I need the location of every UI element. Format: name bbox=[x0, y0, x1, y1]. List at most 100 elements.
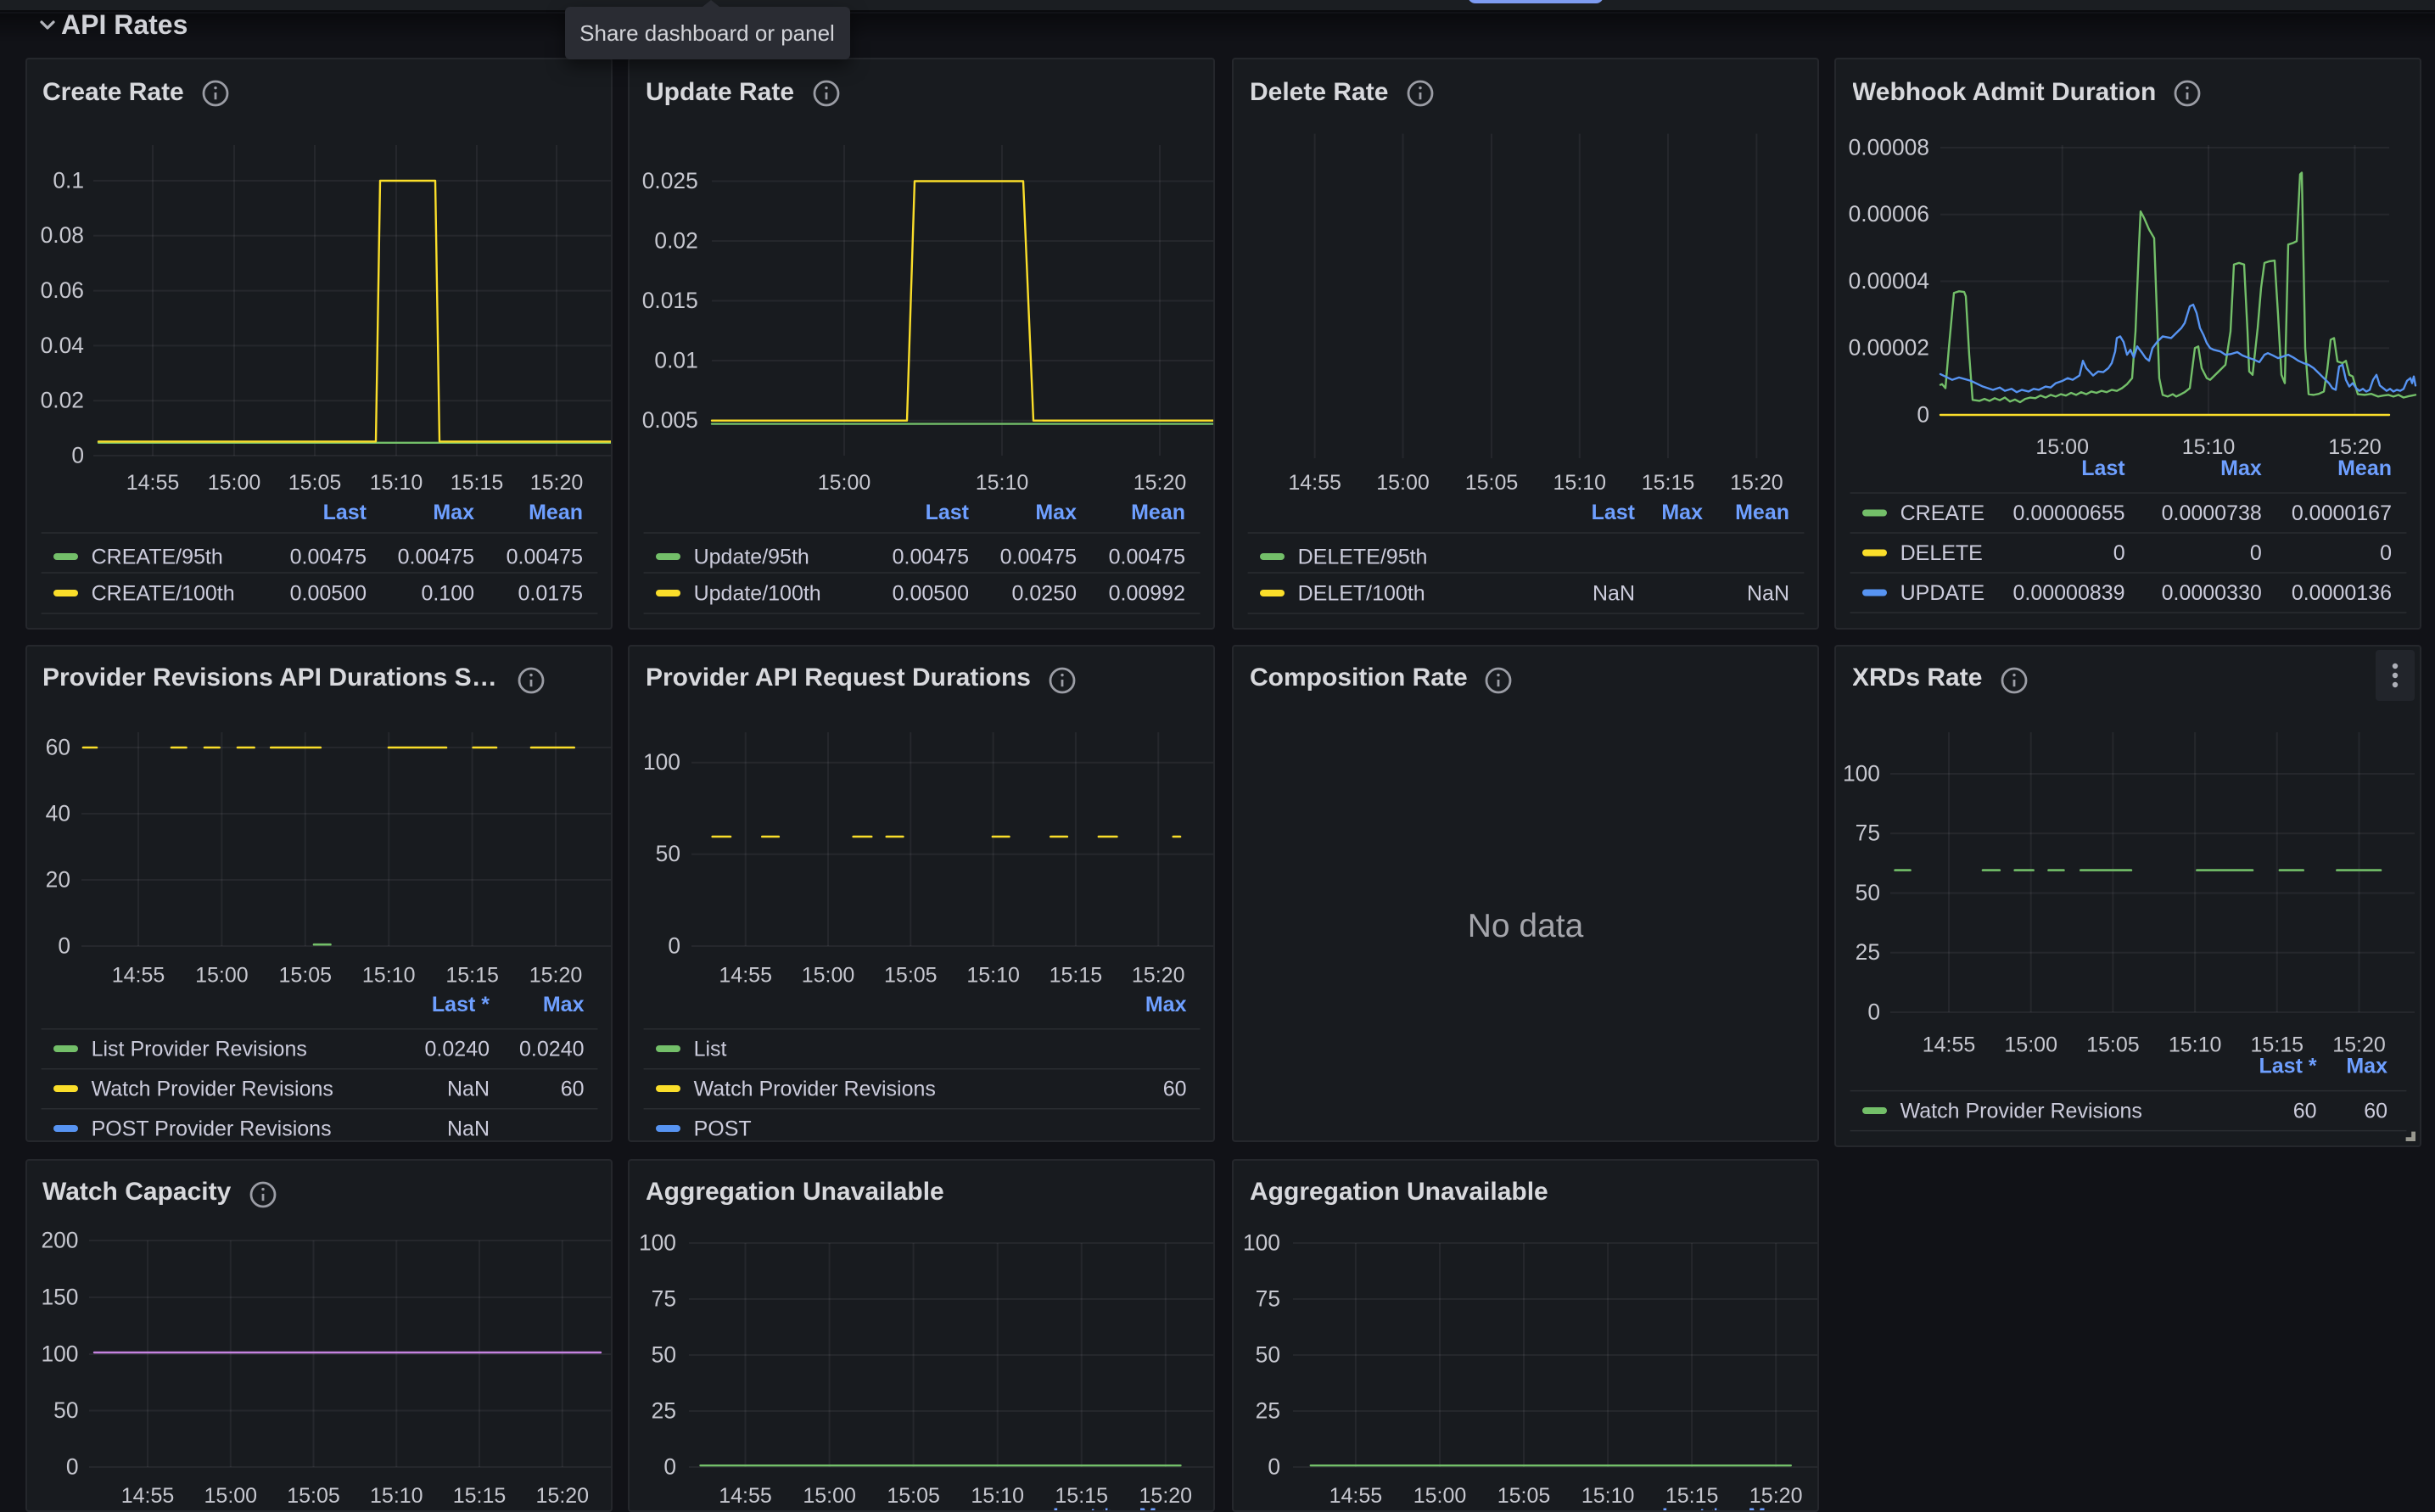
svg-text:0.0250: 0.0250 bbox=[1012, 581, 1077, 605]
svg-text:NaN: NaN bbox=[1747, 581, 1789, 605]
svg-text:List Provider Revisions: List Provider Revisions bbox=[91, 1036, 306, 1060]
svg-text:0: 0 bbox=[1917, 401, 1929, 427]
svg-text:50: 50 bbox=[1256, 1341, 1280, 1366]
svg-text:0.0000167: 0.0000167 bbox=[2292, 501, 2392, 525]
svg-text:15:00: 15:00 bbox=[204, 1483, 257, 1507]
svg-text:0.0000738: 0.0000738 bbox=[2162, 501, 2262, 525]
svg-text:Last: Last bbox=[1592, 501, 1636, 524]
svg-text:0: 0 bbox=[65, 1453, 78, 1478]
svg-text:15:05: 15:05 bbox=[1465, 471, 1519, 495]
svg-text:25: 25 bbox=[1256, 1397, 1280, 1422]
svg-text:60: 60 bbox=[2364, 1098, 2387, 1122]
svg-text:14:55: 14:55 bbox=[1923, 1032, 1976, 1056]
svg-text:0.0000136: 0.0000136 bbox=[2292, 581, 2392, 605]
svg-text:Watch Provider Revisions: Watch Provider Revisions bbox=[91, 1076, 333, 1100]
svg-text:25: 25 bbox=[1856, 938, 1880, 964]
svg-text:0.00992: 0.00992 bbox=[1109, 581, 1185, 605]
svg-text:40: 40 bbox=[45, 799, 70, 825]
svg-text:15:10: 15:10 bbox=[361, 962, 415, 986]
svg-text:0.00004: 0.00004 bbox=[1849, 268, 1929, 294]
svg-text:Last: Last bbox=[2081, 456, 2125, 480]
svg-text:0.06: 0.06 bbox=[40, 277, 83, 303]
svg-text:15:05: 15:05 bbox=[288, 471, 341, 495]
svg-text:15:20: 15:20 bbox=[529, 471, 583, 495]
svg-text:50: 50 bbox=[652, 1341, 676, 1366]
svg-text:14:55: 14:55 bbox=[111, 962, 165, 986]
svg-text:15:15: 15:15 bbox=[452, 1483, 506, 1507]
svg-text:15:20: 15:20 bbox=[2328, 435, 2382, 459]
svg-text:Last: Last bbox=[322, 501, 367, 524]
svg-text:0.100: 0.100 bbox=[420, 581, 473, 605]
svg-text:15:00: 15:00 bbox=[818, 471, 871, 495]
svg-text:15:15: 15:15 bbox=[1642, 471, 1695, 495]
svg-text:15:05: 15:05 bbox=[884, 962, 938, 986]
svg-text:100: 100 bbox=[639, 1229, 676, 1254]
svg-text:0.00475: 0.00475 bbox=[1109, 545, 1185, 568]
svg-text:150: 150 bbox=[40, 1283, 77, 1308]
svg-text:Max: Max bbox=[432, 501, 473, 524]
svg-text:15:10: 15:10 bbox=[369, 471, 423, 495]
svg-text:200: 200 bbox=[40, 1226, 77, 1252]
svg-text:0.0000330: 0.0000330 bbox=[2162, 581, 2262, 605]
svg-text:0.0240: 0.0240 bbox=[424, 1036, 489, 1060]
svg-text:15:05: 15:05 bbox=[887, 1483, 940, 1507]
svg-text:75: 75 bbox=[1256, 1285, 1280, 1310]
svg-text:15:10: 15:10 bbox=[2182, 435, 2236, 459]
svg-text:15:05: 15:05 bbox=[278, 962, 332, 986]
svg-text:20: 20 bbox=[45, 865, 70, 891]
svg-text:UPDATE: UPDATE bbox=[1900, 581, 1985, 605]
svg-text:CREATE/100th: CREATE/100th bbox=[91, 581, 234, 605]
svg-text:15:00: 15:00 bbox=[2004, 1032, 2057, 1056]
svg-text:Mean: Mean bbox=[528, 501, 582, 524]
svg-text:Max: Max bbox=[1035, 501, 1077, 524]
svg-text:14:55: 14:55 bbox=[120, 1483, 174, 1507]
svg-text:0.00475: 0.00475 bbox=[397, 545, 473, 568]
svg-text:50: 50 bbox=[656, 840, 680, 865]
svg-text:0.00475: 0.00475 bbox=[506, 545, 582, 568]
svg-text:0.0175: 0.0175 bbox=[518, 581, 582, 605]
svg-text:0.025: 0.025 bbox=[642, 168, 698, 193]
svg-text:Mean: Mean bbox=[2337, 456, 2392, 480]
svg-text:Max: Max bbox=[2346, 1054, 2387, 1078]
svg-text:Max: Max bbox=[1661, 501, 1703, 524]
svg-text:0.00000655: 0.00000655 bbox=[2013, 501, 2125, 525]
svg-text:0: 0 bbox=[1867, 998, 1880, 1023]
svg-text:0.01: 0.01 bbox=[654, 347, 697, 372]
svg-text:15:20: 15:20 bbox=[1134, 471, 1187, 495]
svg-text:60: 60 bbox=[1163, 1076, 1187, 1100]
svg-text:0.00006: 0.00006 bbox=[1849, 201, 1929, 227]
svg-text:15:00: 15:00 bbox=[207, 471, 260, 495]
svg-text:15:20: 15:20 bbox=[1139, 1483, 1193, 1507]
svg-text:15:00: 15:00 bbox=[2035, 435, 2089, 459]
svg-text:60: 60 bbox=[2293, 1098, 2317, 1122]
svg-text:14:55: 14:55 bbox=[1329, 1483, 1383, 1507]
svg-text:15:15: 15:15 bbox=[1050, 962, 1103, 986]
svg-text:Max: Max bbox=[2220, 456, 2262, 480]
svg-text:100: 100 bbox=[643, 748, 680, 774]
svg-text:75: 75 bbox=[652, 1285, 676, 1310]
svg-text:15:20: 15:20 bbox=[529, 962, 582, 986]
svg-text:15:15: 15:15 bbox=[1665, 1483, 1719, 1507]
svg-text:15:10: 15:10 bbox=[966, 962, 1020, 986]
svg-text:0: 0 bbox=[2380, 541, 2392, 565]
svg-text:CREATE/95th: CREATE/95th bbox=[91, 545, 222, 568]
svg-text:0: 0 bbox=[1268, 1453, 1280, 1478]
svg-text:14:55: 14:55 bbox=[719, 962, 772, 986]
svg-text:POST Provider Revisions: POST Provider Revisions bbox=[91, 1116, 331, 1140]
svg-text:0: 0 bbox=[2250, 541, 2262, 565]
svg-text:DELETE/95th: DELETE/95th bbox=[1298, 545, 1428, 568]
svg-text:0.1: 0.1 bbox=[52, 167, 83, 193]
svg-text:15:15: 15:15 bbox=[1055, 1483, 1108, 1507]
svg-text:Last *: Last * bbox=[431, 992, 489, 1016]
svg-text:0.02: 0.02 bbox=[654, 227, 697, 253]
svg-text:0.00475: 0.00475 bbox=[1000, 545, 1077, 568]
svg-text:15:00: 15:00 bbox=[803, 1483, 856, 1507]
svg-text:0: 0 bbox=[2113, 541, 2125, 565]
svg-text:Last *: Last * bbox=[1053, 1504, 1111, 1512]
svg-text:0.00002: 0.00002 bbox=[1849, 335, 1929, 361]
svg-text:Mean: Mean bbox=[1735, 501, 1789, 524]
svg-text:0.015: 0.015 bbox=[642, 288, 698, 313]
svg-text:0.00500: 0.00500 bbox=[893, 581, 969, 605]
svg-text:POST: POST bbox=[694, 1116, 752, 1140]
svg-text:14:55: 14:55 bbox=[719, 1483, 772, 1507]
